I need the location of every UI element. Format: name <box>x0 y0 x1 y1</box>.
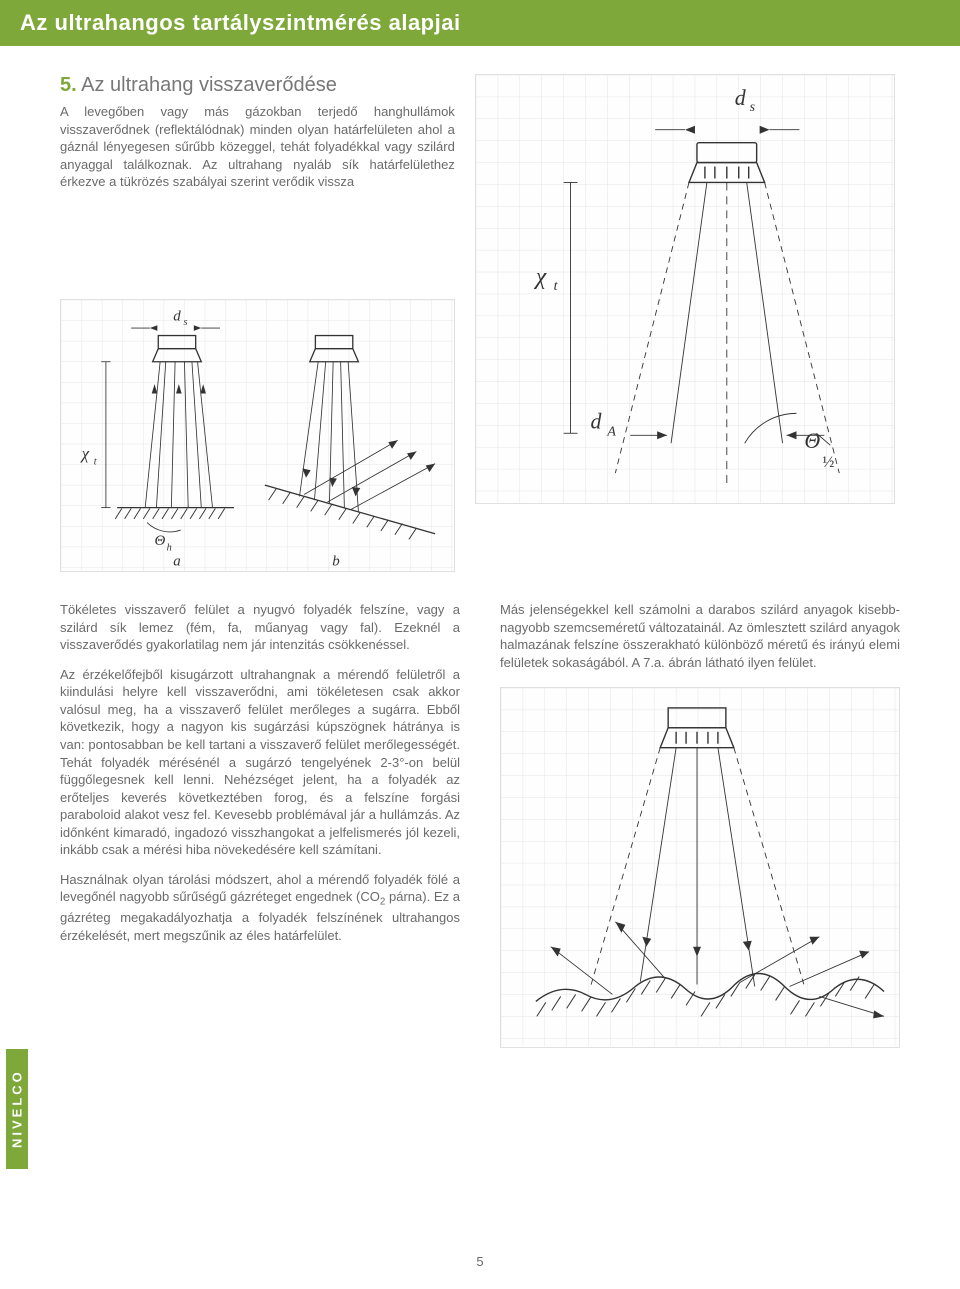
section-heading: 5. Az ultrahang visszaverődése <box>60 74 455 97</box>
svg-text:Θ: Θ <box>155 533 166 549</box>
svg-text:a: a <box>173 554 180 570</box>
page-number: 5 <box>0 1254 960 1269</box>
svg-text:s: s <box>184 317 188 328</box>
figure-top-right-wrap: d s χ t <box>475 74 895 509</box>
page: Az ultrahangos tartályszintmérés alapjai… <box>0 0 960 1289</box>
svg-text:t: t <box>553 279 558 294</box>
intro-paragraph: A levegőben vagy más gázokban terjedő ha… <box>60 103 455 191</box>
column-left: Tökéletes visszaverő felület a nyugvó fo… <box>60 601 460 1052</box>
svg-text:A: A <box>606 424 616 439</box>
figure-bottom-right <box>500 687 900 1047</box>
col-right-p1: Más jelenségekkel kell számolni a darabo… <box>500 601 900 671</box>
svg-text:d: d <box>590 408 601 433</box>
page-title: Az ultrahangos tartályszintmérés alapjai <box>20 10 461 35</box>
section-number: 5. <box>60 74 77 96</box>
page-title-bar: Az ultrahangos tartályszintmérés alapjai <box>0 0 960 46</box>
svg-text:χ: χ <box>80 444 90 463</box>
figure-left-wrap: d s χ t <box>60 299 455 577</box>
text-columns: Tökéletes visszaverő felület a nyugvó fo… <box>60 601 900 1052</box>
figure-left: d s χ t <box>60 299 455 572</box>
svg-text:d: d <box>735 85 746 110</box>
svg-text:s: s <box>749 100 754 115</box>
svg-text:χ: χ <box>534 264 547 290</box>
svg-text:Θ: Θ <box>804 428 820 453</box>
svg-text:t: t <box>94 457 98 468</box>
svg-text:d: d <box>173 309 181 325</box>
svg-text:½: ½ <box>822 454 834 471</box>
figure-bottom-right-wrap <box>500 687 900 1052</box>
svg-text:h: h <box>167 543 172 554</box>
section-title: Az ultrahang visszaverődése <box>81 74 337 96</box>
col-left-p2: Az érzékelőfejből kisugárzott ultrahangn… <box>60 666 460 859</box>
brand-logo: NIVELCO <box>6 1049 28 1169</box>
column-right: Más jelenségekkel kell számolni a darabo… <box>500 601 900 1052</box>
col-left-p1: Tökéletes visszaverő felület a nyugvó fo… <box>60 601 460 654</box>
col-left-p3: Használnak olyan tárolási módszert, ahol… <box>60 871 460 944</box>
svg-text:b: b <box>332 554 340 570</box>
figure-top-right: d s χ t <box>475 74 895 504</box>
